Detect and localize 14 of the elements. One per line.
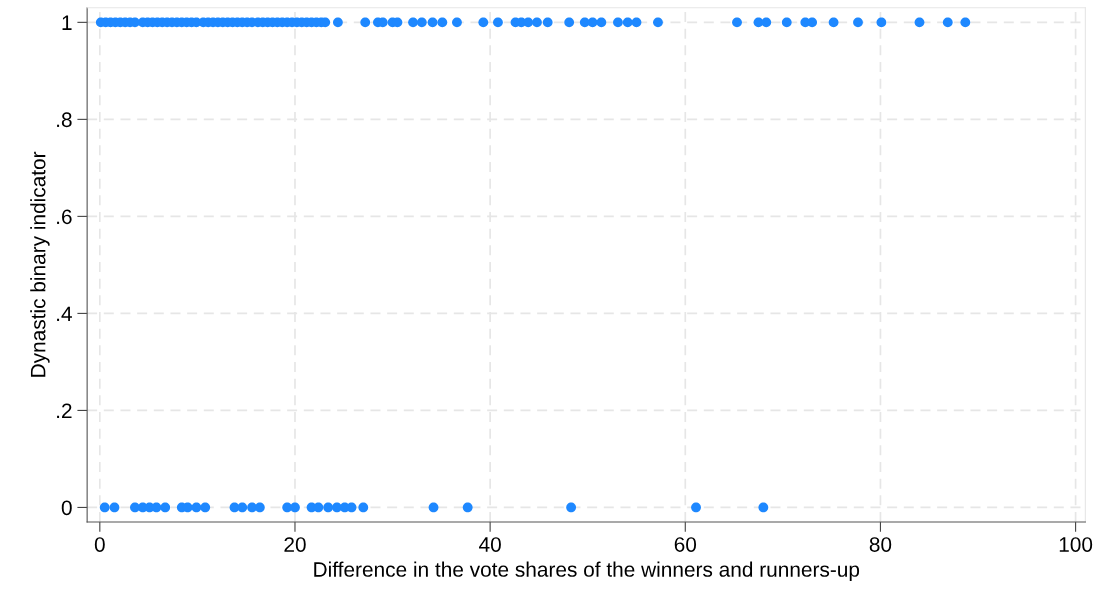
x-tick-label: 80 (869, 537, 892, 552)
y-tick-label: .6 (57, 209, 72, 225)
x-tick-label: 0 (94, 537, 105, 552)
y-tick-label: 0 (61, 500, 72, 516)
y-tick-label: .8 (57, 112, 72, 128)
x-tick-label: 100 (1059, 537, 1093, 552)
y-axis-title: Dynastic binary indicator (30, 151, 50, 377)
y-tick-label: .4 (57, 306, 72, 321)
y-tick-label: 1 (62, 15, 72, 30)
x-tick-label: 40 (479, 537, 501, 552)
x-tick-label: 60 (674, 537, 697, 552)
x-tick-label: 20 (284, 537, 306, 552)
y-tick-label: .2 (57, 403, 72, 418)
x-axis-title: Difference in the vote shares of the winners and runners-up (314, 561, 860, 581)
